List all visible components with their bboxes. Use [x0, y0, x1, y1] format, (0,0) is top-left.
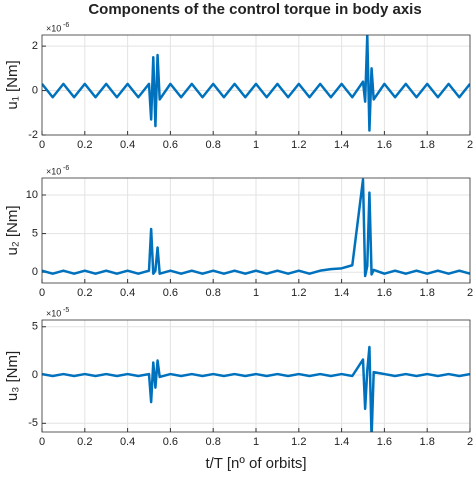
x-tick-label: 0.4 [120, 436, 135, 448]
y-tick-label: 5 [32, 321, 38, 333]
x-tick-label: 1.8 [420, 139, 435, 151]
x-tick-label: 1 [253, 139, 259, 151]
y-tick-label: 0 [32, 84, 38, 96]
chart-title: Components of the control torque in body… [88, 1, 421, 18]
x-tick-label: 1.2 [291, 287, 306, 299]
x-tick-label: 0.4 [120, 287, 135, 299]
axes-box [41, 34, 471, 136]
x-tick-label: 2 [467, 436, 473, 448]
y-axis-label: u₁ [Nm] [4, 60, 21, 109]
y-tick-label: -2 [28, 129, 38, 141]
y-axis-label: u₃ [Nm] [4, 351, 21, 401]
multiplier: ×10 [46, 166, 61, 176]
x-tick-label: 1 [253, 287, 259, 299]
x-tick-label: 1.4 [334, 287, 349, 299]
y-tick-label: 5 [32, 227, 38, 239]
y-tick-label: -5 [28, 417, 38, 429]
x-tick-label: 0 [39, 287, 45, 299]
x-tick-label: 1.4 [334, 139, 349, 151]
x-tick-label: 1.6 [377, 436, 392, 448]
x-tick-label: 0.8 [206, 287, 221, 299]
x-tick-label: 0 [39, 436, 45, 448]
multiplier: ×10 [46, 308, 61, 318]
x-tick-label: 1.8 [420, 436, 435, 448]
multiplier: ×10 [46, 23, 61, 33]
y-tick-label: 0 [32, 266, 38, 278]
x-tick-label: 0.6 [163, 287, 178, 299]
y-axis-label: u₂ [Nm] [4, 206, 21, 256]
data-line [42, 178, 470, 278]
exponent: -6 [63, 165, 69, 172]
x-tick-label: 0.4 [120, 139, 135, 151]
x-tick-label: 2 [467, 139, 473, 151]
x-tick-label: 0.2 [77, 436, 92, 448]
data-line [42, 345, 470, 432]
x-tick-label: 0.6 [163, 139, 178, 151]
x-tick-label: 0 [39, 139, 45, 151]
x-tick-label: 1 [253, 436, 259, 448]
x-tick-label: 1.4 [334, 436, 349, 448]
x-axis-label: t/T [nº of orbits] [205, 455, 306, 472]
exponent: -5 [63, 307, 69, 314]
x-tick-label: 0.2 [77, 287, 92, 299]
x-tick-label: 0.2 [77, 139, 92, 151]
x-tick-label: 1.6 [377, 139, 392, 151]
x-tick-label: 2 [467, 287, 473, 299]
x-tick-label: 0.6 [163, 436, 178, 448]
exponent: -6 [63, 22, 69, 29]
y-tick-label: 0 [32, 369, 38, 381]
x-tick-label: 1.2 [291, 436, 306, 448]
x-tick-label: 1.2 [291, 139, 306, 151]
axes-box [41, 319, 471, 433]
x-tick-label: 1.8 [420, 287, 435, 299]
y-tick-label: 10 [26, 189, 38, 201]
data-line [42, 35, 470, 132]
y-tick-label: 2 [32, 40, 38, 52]
axes-box [41, 177, 471, 284]
x-tick-label: 1.6 [377, 287, 392, 299]
x-tick-label: 0.8 [206, 436, 221, 448]
x-tick-label: 0.8 [206, 139, 221, 151]
